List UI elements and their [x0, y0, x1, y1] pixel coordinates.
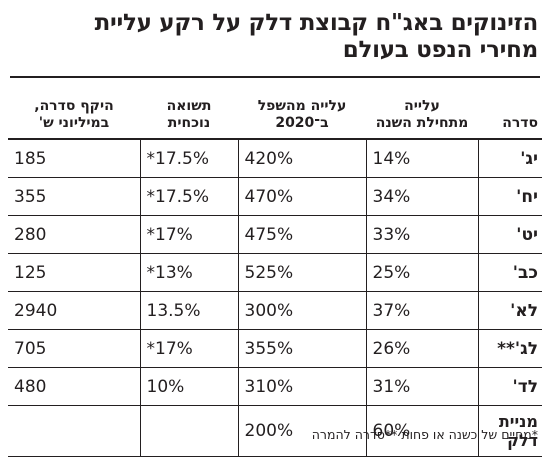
header-ytd-label: עלייה מתחילת השנה [375, 98, 469, 131]
cell-ytd: 37% [365, 291, 478, 330]
cell-series: יט' [477, 215, 542, 254]
cell-yield: 13%* [139, 253, 238, 292]
table-row: יח' 34% 470% 17.5%* 355 [8, 177, 542, 216]
cell-series: כב' [477, 253, 542, 292]
title-line-2: מחירי הנפט בעולם [342, 37, 539, 63]
table-row: יג' 14% 420% 17.5%* 185 [8, 139, 542, 178]
cell-yield: 10% [139, 367, 238, 406]
cell-yield: 17%* [139, 215, 238, 254]
table-row: כב' 25% 525% 13%* 125 [8, 253, 542, 292]
cell-size: 280 [8, 215, 140, 254]
header-from-low: עלייה מהשפל ב־2020 [238, 82, 366, 140]
cell-ytd: 34% [365, 177, 478, 216]
cell-series: לג'** [477, 329, 542, 368]
cell-series: לא' [477, 291, 542, 330]
table-row: לד' 31% 310% 10% 480 [8, 367, 542, 406]
header-series: סדרה [478, 82, 542, 140]
cell-ytd: 25% [365, 253, 478, 292]
cell-ytd: 31% [365, 367, 478, 406]
cell-from-low: 310% [237, 367, 366, 406]
cell-size [8, 405, 140, 457]
cell-size: 480 [8, 367, 140, 406]
table-header-row: סדרה עלייה מתחילת השנה עלייה מהשפל ב־202… [8, 82, 542, 140]
cell-from-low: 525% [237, 253, 366, 292]
infographic-title: הזינוקים באג"ח קבוצת דלק על רקע עליית מח… [30, 4, 546, 64]
cell-from-low: 355% [237, 329, 366, 368]
cell-size: 705 [8, 329, 140, 368]
cell-yield: 17.5%* [139, 177, 238, 216]
cell-size: 355 [8, 177, 140, 216]
cell-yield: 17.5%* [139, 139, 238, 178]
header-size-label: היקף סדרה, במיליוני ש' [34, 98, 114, 131]
cell-size: 2940 [8, 291, 140, 330]
title-divider [10, 76, 540, 78]
infographic-card: הזינוקים באג"ח קבוצת דלק על רקע עליית מח… [4, 4, 546, 457]
cell-from-low: 475% [237, 215, 366, 254]
cell-yield: 17%* [139, 329, 238, 368]
table-row: לג'** 26% 355% 17%* 705 [8, 329, 542, 368]
cell-series: לד' [477, 367, 542, 406]
cell-from-low: 470% [237, 177, 366, 216]
header-yield: תשואה נוכחית [140, 82, 238, 140]
cell-from-low: 300% [237, 291, 366, 330]
header-ytd: עלייה מתחילת השנה [366, 82, 478, 140]
cell-yield: 13.5% [139, 291, 238, 330]
header-size: היקף סדרה, במיליוני ש' [8, 82, 140, 140]
table-row: יט' 33% 475% 17%* 280 [8, 215, 542, 254]
table-row: לא' 37% 300% 13.5% 2940 [8, 291, 542, 330]
cell-series: יג' [477, 139, 542, 178]
cell-series: יח' [477, 177, 542, 216]
cell-ytd: 26% [365, 329, 478, 368]
cell-yield [139, 405, 238, 457]
header-yield-label: תשואה נוכחית [166, 98, 212, 131]
cell-ytd: 14% [365, 139, 478, 178]
title-line-1: הזינוקים באג"ח קבוצת דלק על רקע עליית [94, 10, 539, 36]
header-from-low-label: עלייה מהשפל ב־2020 [257, 98, 347, 131]
cell-size: 125 [8, 253, 140, 292]
bonds-table: סדרה עלייה מתחילת השנה עלייה מהשפל ב־202… [8, 82, 542, 457]
cell-ytd: 33% [365, 215, 478, 254]
footnote: *מחיים של כשנה או פחות **סדרה להמרה [311, 427, 538, 442]
cell-from-low: 420% [237, 139, 366, 178]
cell-size: 185 [8, 139, 140, 178]
